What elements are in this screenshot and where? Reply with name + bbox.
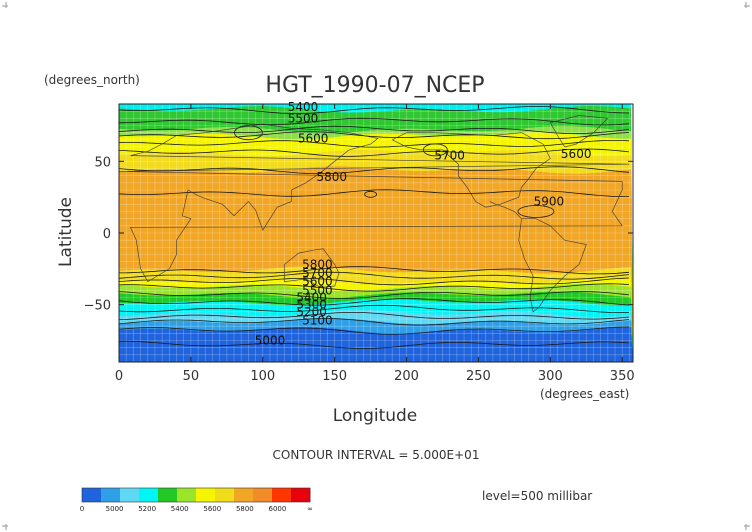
colorbar-swatch: [139, 488, 159, 502]
y-tick-label: −50: [84, 299, 111, 314]
x-tick-label: 300: [538, 369, 563, 384]
x-units-label: (degrees_east): [540, 387, 629, 401]
x-tick-label: 150: [322, 369, 347, 384]
contour-line: [119, 131, 630, 140]
colorbar-swatch: [101, 488, 121, 502]
x-tick-label: 200: [394, 369, 419, 384]
coastline-0: [119, 123, 630, 283]
coastline-2: [392, 132, 551, 208]
band-13: [119, 326, 633, 362]
colorbar-swatch: [253, 488, 273, 502]
contour-label: 5700: [302, 266, 333, 280]
contour-line: [119, 277, 630, 286]
colorbar-label: 5200: [138, 505, 156, 513]
colorbar-swatch: [177, 488, 197, 502]
contour-line: [119, 326, 630, 335]
x-tick-label: 50: [183, 369, 200, 384]
contour-line: [119, 283, 630, 292]
grid-lines: [119, 104, 633, 362]
contour-label: 5600: [298, 131, 329, 145]
contour-label: 5400: [288, 100, 319, 114]
coastlines: [119, 115, 630, 313]
y-axis-ticks: −50 0 50: [84, 155, 633, 314]
contour-line: [119, 271, 630, 280]
x-axis-ticks: 0 50 100 150 200 250 300 350: [115, 104, 635, 384]
contour-line: [119, 166, 630, 175]
coastline-4: [549, 115, 609, 148]
colorbar-swatch: [120, 488, 140, 502]
colorbar-label: ∞: [307, 505, 313, 513]
contour-label: 5500: [288, 111, 319, 125]
colorbar-label: 5400: [171, 505, 189, 513]
colorbar-swatch: [82, 488, 102, 502]
crop-mark-top-right: [744, 2, 750, 8]
contour-label: 5700: [434, 149, 465, 163]
crop-mark-bottom-left: [2, 524, 8, 530]
contour-label: 5000: [255, 334, 286, 348]
colorbar-label: 5800: [236, 505, 254, 513]
colorbar-label: 0: [80, 505, 84, 513]
colorbar-swatch: [234, 488, 254, 502]
level-label: level=500 millibar: [482, 489, 592, 503]
contour-line: [119, 189, 629, 197]
colorbar-label: 6000: [269, 505, 287, 513]
contour-line: [119, 304, 630, 313]
contour-line: [119, 117, 630, 126]
colorbar-swatch: [215, 488, 235, 502]
y-tick-label: 50: [94, 155, 111, 170]
x-tick-label: 100: [250, 369, 275, 384]
y-units-label: (degrees_north): [44, 73, 140, 87]
contour-label: 5400: [296, 291, 327, 305]
x-axis-label: Longitude: [333, 406, 418, 426]
colorbar-label: 5600: [203, 505, 221, 513]
contour-label: 5800: [302, 258, 333, 272]
contour-label: 5200: [296, 305, 327, 319]
contour-label: 5900: [534, 194, 565, 208]
contour-label: 5500: [302, 283, 333, 297]
crop-mark-top-left: [2, 2, 8, 8]
contour-line: [119, 318, 630, 326]
y-axis-label: Latitude: [56, 197, 76, 267]
contour-label: 5800: [317, 170, 348, 184]
contour-line: [119, 340, 630, 349]
coastline-3: [518, 218, 587, 313]
colorbar-label: 5000: [106, 505, 124, 513]
chart-title: HGT_1990-07_NCEP: [265, 73, 484, 98]
contour-line: [119, 125, 630, 134]
y-tick-label: 0: [103, 227, 111, 242]
contour-line-closed: [364, 190, 378, 198]
contour-line: [119, 291, 630, 299]
colorbar-swatch: [272, 488, 292, 502]
colorbar-swatch: [196, 488, 216, 502]
contour-label: 5600: [302, 275, 333, 289]
crop-mark-bottom-right: [744, 524, 750, 530]
x-tick-label: 350: [610, 369, 635, 384]
contour-interval-label: CONTOUR INTERVAL = 5.000E+01: [273, 448, 480, 462]
contour-line-closed: [517, 205, 555, 218]
contour-line: [119, 312, 630, 320]
contour-label: 5600: [561, 147, 592, 161]
coastline-1: [283, 248, 340, 288]
contour-label: 5300: [296, 298, 327, 312]
contour-line-closed: [233, 125, 263, 141]
colorbar-swatch: [291, 488, 311, 502]
contour-label: 5100: [302, 313, 333, 327]
contour-line: [119, 266, 630, 275]
contour-line: [119, 106, 630, 114]
coastline-5: [489, 201, 522, 219]
contour-line: [119, 148, 630, 157]
x-tick-label: 0: [115, 369, 123, 384]
colorbar-swatch: [158, 488, 178, 502]
x-tick-label: 250: [466, 369, 491, 384]
colorbar-frame: [81, 487, 311, 503]
colorbar: 0 5000 5200 5400 5600 5800 6000 ∞: [80, 487, 313, 513]
